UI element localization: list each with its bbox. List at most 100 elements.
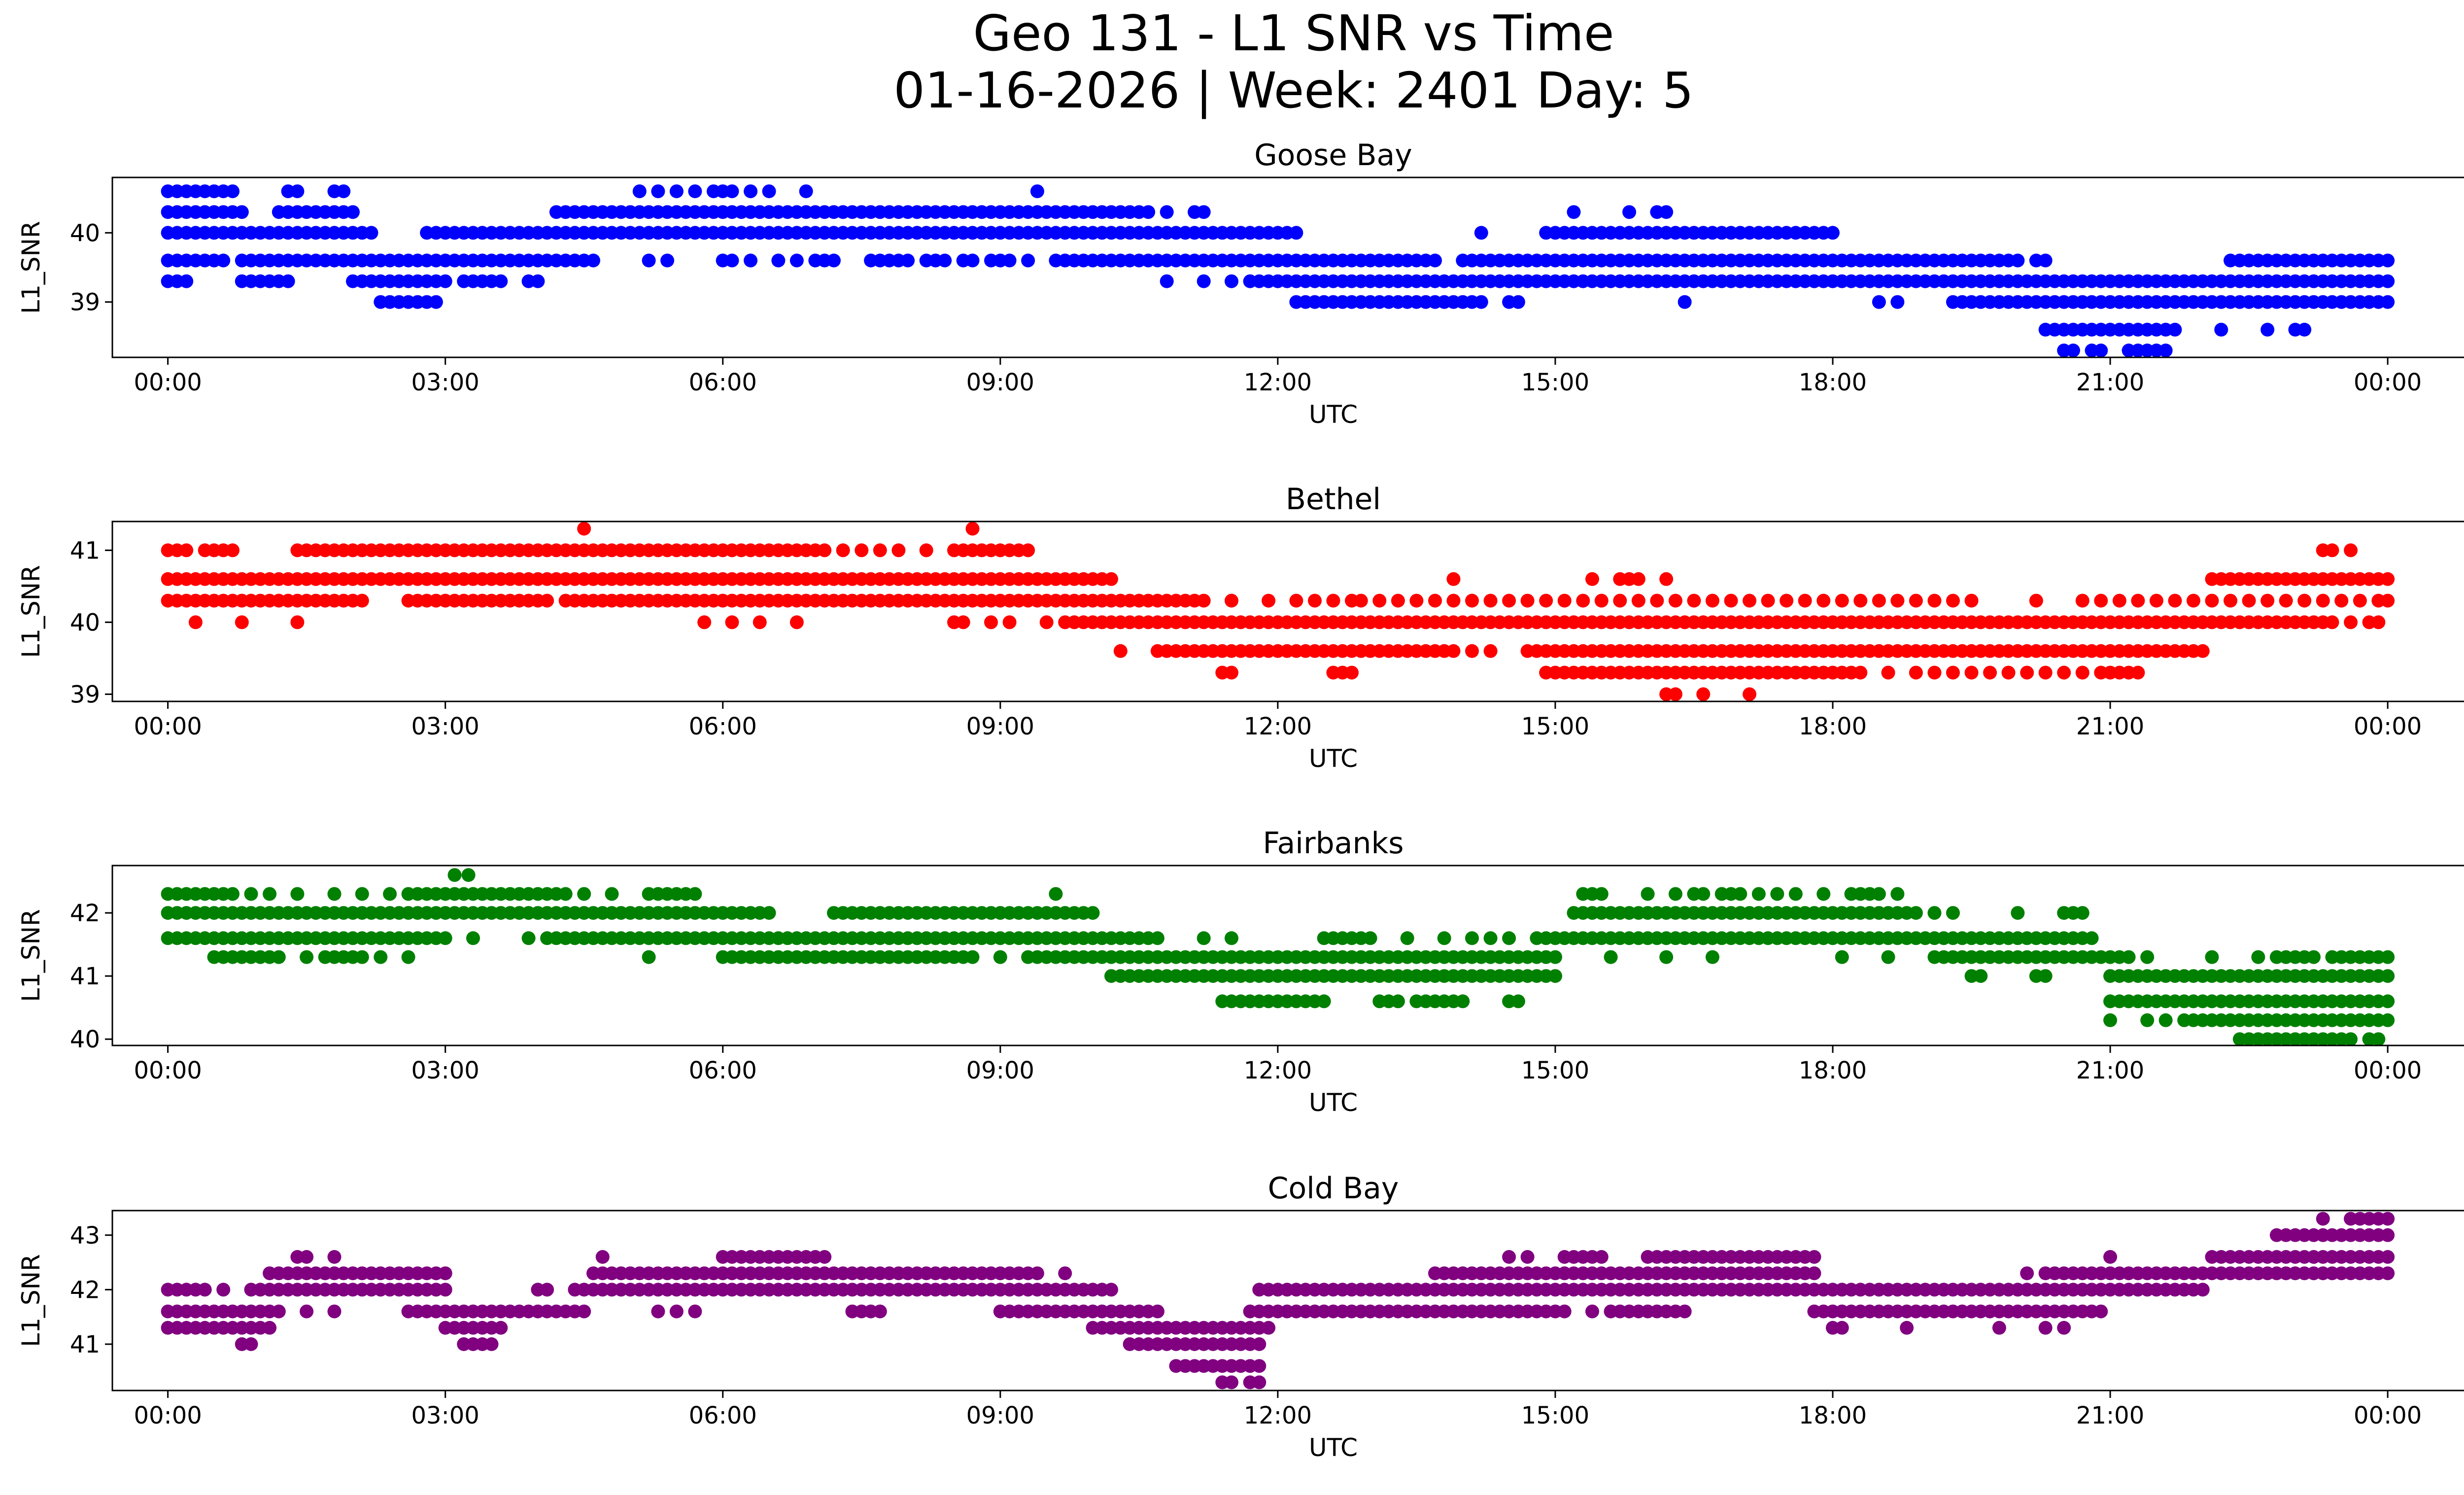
- subplot-title: Cold Bay: [1268, 1171, 1399, 1206]
- subplot-title: Fairbanks: [1263, 826, 1404, 861]
- data-point: [1706, 593, 1719, 608]
- data-point: [2195, 1283, 2210, 1297]
- data-point: [1909, 593, 1923, 608]
- x-tick-label: 18:00: [1799, 1402, 1867, 1429]
- x-axis-label: UTC: [1309, 744, 1358, 773]
- x-tick-label: 00:00: [134, 1402, 202, 1429]
- data-point: [2168, 322, 2182, 337]
- data-point: [2381, 950, 2395, 964]
- data-point: [1788, 887, 1803, 901]
- data-point: [725, 253, 739, 268]
- data-point: [1456, 994, 1470, 1008]
- y-axis-label: L1_SNR: [17, 1254, 45, 1347]
- data-point: [2279, 593, 2293, 608]
- data-point: [1669, 887, 1682, 901]
- data-point: [272, 950, 286, 964]
- data-point: [1677, 1304, 1692, 1319]
- x-tick-label: 00:00: [2354, 1057, 2422, 1084]
- data-point: [725, 184, 739, 199]
- data-point: [179, 274, 194, 288]
- data-point: [669, 184, 684, 199]
- data-point: [188, 615, 203, 629]
- data-point: [1872, 593, 1886, 608]
- data-point: [2214, 322, 2228, 337]
- data-point: [1021, 253, 1035, 268]
- data-point: [1669, 593, 1682, 608]
- data-point: [2094, 593, 2108, 608]
- data-point: [374, 950, 388, 964]
- data-point: [1770, 887, 1784, 901]
- data-point: [632, 184, 647, 199]
- data-point: [1113, 644, 1128, 658]
- data-point: [1594, 887, 1608, 901]
- data-point: [1465, 593, 1479, 608]
- data-point: [1594, 1250, 1608, 1264]
- data-point: [1225, 931, 1238, 945]
- data-point: [1835, 1321, 1849, 1335]
- data-point: [2168, 593, 2182, 608]
- data-point: [984, 615, 998, 629]
- data-point: [1437, 931, 1451, 945]
- data-point: [577, 522, 591, 536]
- data-point: [669, 1304, 684, 1319]
- x-tick-label: 00:00: [2354, 713, 2422, 740]
- data-point: [827, 253, 841, 268]
- figure-title-line1: Geo 131 - L1 SNR vs Time: [973, 4, 1614, 62]
- y-tick-label: 41: [70, 963, 100, 990]
- data-point: [1964, 593, 1979, 608]
- axes-frame: [111, 176, 2464, 358]
- data-point: [1743, 687, 1757, 701]
- data-point: [642, 950, 656, 964]
- data-point: [1677, 295, 1692, 309]
- data-point: [762, 184, 776, 199]
- data-point: [2381, 969, 2395, 983]
- data-point: [1160, 274, 1174, 288]
- x-tick-label: 12:00: [1244, 1402, 1312, 1429]
- data-point: [1058, 1266, 1072, 1281]
- data-point: [1428, 593, 1442, 608]
- data-point: [2297, 593, 2312, 608]
- data-point: [577, 1304, 591, 1319]
- data-point: [1039, 615, 1054, 629]
- data-point: [1807, 1266, 1821, 1281]
- x-tick-label: 15:00: [1521, 713, 1589, 740]
- data-point: [226, 887, 240, 901]
- data-point: [1687, 593, 1701, 608]
- data-point: [1197, 205, 1211, 219]
- data-point: [540, 593, 554, 608]
- data-point: [688, 1304, 702, 1319]
- x-tick-label: 03:00: [411, 713, 479, 740]
- x-tick-label: 06:00: [689, 713, 757, 740]
- data-point: [2381, 1250, 2395, 1264]
- data-point: [531, 274, 545, 288]
- data-point: [2381, 1212, 2395, 1226]
- data-point: [1659, 205, 1674, 219]
- data-point: [1049, 887, 1063, 901]
- data-point: [1141, 205, 1156, 219]
- data-point: [1659, 950, 1674, 964]
- data-point: [1881, 950, 1895, 964]
- subplots: Goose Bay 00:00 03:00 06:00 09:00 12:00 15:00 1…: [17, 138, 2464, 1462]
- data-point: [1474, 295, 1488, 309]
- data-point: [1780, 593, 1794, 608]
- data-point: [1659, 572, 1674, 586]
- data-point: [1104, 1283, 1118, 1297]
- data-point: [2103, 1013, 2118, 1027]
- data-point: [1511, 295, 1525, 309]
- data-point: [1197, 931, 1211, 945]
- data-point: [179, 543, 194, 557]
- data-point: [1160, 205, 1174, 219]
- data-point: [2381, 593, 2395, 608]
- data-point: [494, 1321, 508, 1335]
- data-point: [1548, 950, 1562, 964]
- figure-title-line2: 01-16-2026 | Week: 2401 Day: 5: [893, 62, 1693, 119]
- data-point: [965, 950, 980, 964]
- x-axis-label: UTC: [1309, 1433, 1358, 1462]
- data-point: [2260, 322, 2275, 337]
- data-point: [2325, 543, 2339, 557]
- x-tick-label: 03:00: [411, 369, 479, 396]
- data-point: [327, 1304, 342, 1319]
- data-point: [355, 950, 369, 964]
- x-tick-label: 21:00: [2076, 1402, 2144, 1429]
